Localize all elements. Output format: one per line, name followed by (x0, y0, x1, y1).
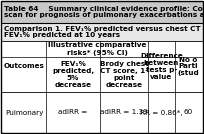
Text: Difference
between
tests p-
value: Difference between tests p- value (140, 53, 183, 80)
Text: Pulmonary: Pulmonary (5, 109, 43, 116)
Text: No o
Parti
(stud: No o Parti (stud (178, 57, 199, 77)
Bar (1, 41, 203, 92)
Bar (1, 23, 203, 41)
Text: adiRR = 1.39: adiRR = 1.39 (100, 109, 148, 116)
Text: Illustrative comparative
risks* (95% CI): Illustrative comparative risks* (95% CI) (48, 42, 146, 55)
Text: 60: 60 (184, 109, 193, 116)
Text: Outcomes: Outcomes (3, 64, 44, 70)
Bar (1, 1, 203, 23)
Text: adiRR =: adiRR = (58, 109, 88, 116)
Text: Brody chest
CT score, 1-
point
decrease: Brody chest CT score, 1- point decrease (100, 61, 148, 88)
Text: scan for prognosis of pulmonary exacerbations and FEV₁%: scan for prognosis of pulmonary exacerba… (4, 12, 204, 18)
Text: Comparison 1. FEV₁% predicted versus chest CT scan for progno: Comparison 1. FEV₁% predicted versus che… (4, 26, 204, 32)
Text: RR = 0.86*,: RR = 0.86*, (140, 109, 183, 116)
Text: FEV₁% predicted at 10 years: FEV₁% predicted at 10 years (4, 32, 120, 38)
Text: Table 64    Summary clinical evidence profile: Comparison 1.: Table 64 Summary clinical evidence profi… (4, 6, 204, 12)
Bar (1, 92, 203, 133)
Text: FEV₁%
predicted,
5%
decrease: FEV₁% predicted, 5% decrease (52, 61, 94, 88)
